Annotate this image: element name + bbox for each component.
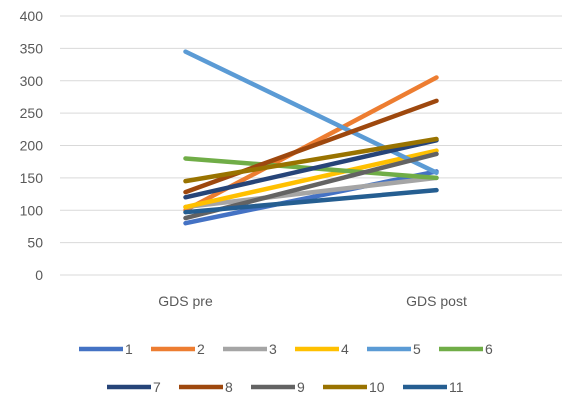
legend-label: 6	[485, 341, 493, 357]
legend-label: 9	[297, 379, 305, 395]
y-tick-label: 300	[20, 73, 44, 89]
y-tick-label: 400	[20, 8, 44, 24]
y-tick-label: 50	[27, 235, 43, 251]
series-line-4	[183, 148, 439, 210]
legend-label: 3	[269, 341, 277, 357]
legend-label: 7	[153, 379, 161, 395]
legend-item-2: 2	[151, 341, 205, 357]
series-line-1	[183, 169, 439, 226]
series-line-8	[183, 98, 439, 195]
legend-label: 4	[341, 341, 349, 357]
series-line-10	[183, 136, 439, 184]
legend-item-5: 5	[367, 341, 421, 357]
series-line-11	[183, 187, 439, 215]
x-tick-label: GDS post	[406, 293, 467, 309]
legend-item-7: 7	[107, 379, 161, 395]
legend-label: 11	[449, 379, 464, 395]
legend-label: 8	[225, 379, 233, 395]
legend-item-1: 1	[79, 341, 133, 357]
legend-label: 2	[197, 341, 205, 357]
y-tick-label: 350	[20, 40, 44, 56]
y-tick-label: 200	[20, 138, 44, 154]
series-line-3	[183, 175, 439, 210]
legend-item-6: 6	[439, 341, 493, 357]
legend-item-9: 9	[251, 379, 305, 395]
y-tick-label: 250	[20, 105, 44, 121]
y-tick-label: 150	[20, 170, 44, 186]
legend-item-3: 3	[223, 341, 277, 357]
x-tick-label: GDS pre	[158, 293, 213, 309]
y-axis: 0 50 100 150 200 250 300 350 400	[20, 8, 44, 283]
legend-item-10: 10	[323, 379, 385, 395]
y-tick-label: 100	[20, 202, 44, 218]
legend-label: 5	[413, 341, 421, 357]
legend-item-4: 4	[295, 341, 349, 357]
series-line-5	[183, 49, 439, 175]
legend-item-8: 8	[179, 379, 233, 395]
y-tick-label: 0	[35, 267, 43, 283]
legend-label: 1	[125, 341, 133, 357]
legend: 1 2 3 4 5 6 7 8 9 10 11	[79, 341, 493, 395]
x-axis: GDS pre GDS post	[158, 293, 467, 309]
series-line-7	[183, 138, 439, 200]
legend-label: 10	[369, 379, 385, 395]
legend-item-11: 11	[403, 379, 464, 395]
series-lines	[183, 49, 439, 226]
